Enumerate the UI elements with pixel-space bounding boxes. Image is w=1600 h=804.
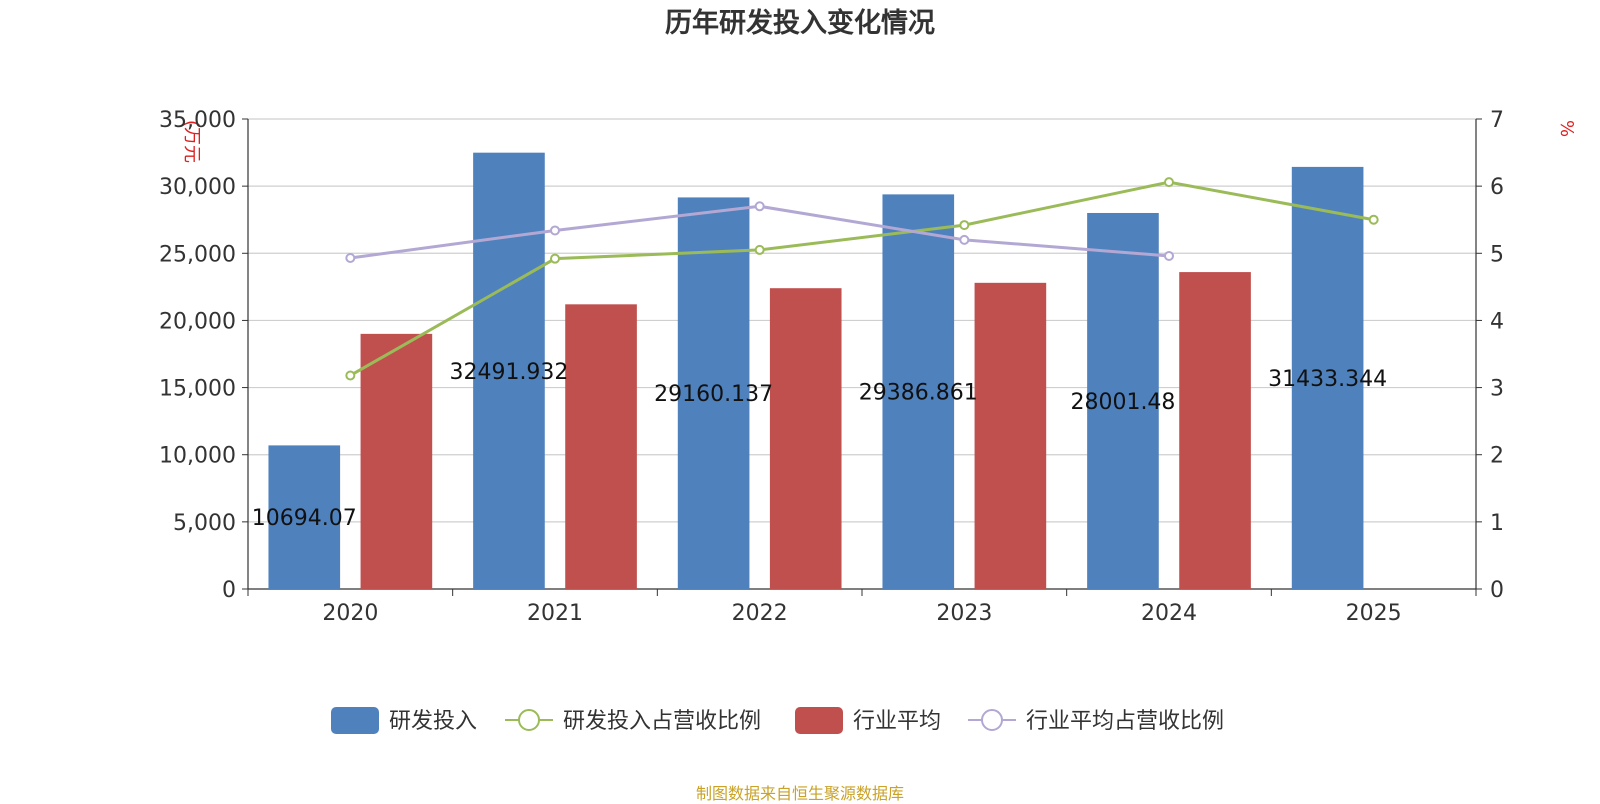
right-axis-tick-label: 1 (1490, 511, 1504, 536)
legend: 研发投入 研发投入占营收比例 行业平均 行业平均占营收比例 (331, 707, 1224, 734)
bar-industry-average (360, 333, 433, 589)
legend-item[interactable]: 研发投入占营收比例 (505, 709, 761, 734)
left-axis-tick-label: 35,000 (159, 108, 236, 133)
legend-label: 行业平均 (853, 709, 941, 734)
bar-data-label: 29160.137 (654, 382, 773, 407)
line-point (550, 225, 560, 236)
legend-swatch (331, 707, 379, 734)
x-axis-tick-label: 2020 (322, 601, 378, 626)
bar-rd-investment (473, 152, 545, 590)
bar-industry-average (769, 288, 842, 589)
left-axis-tick-label: 10,000 (159, 444, 236, 469)
line-point (1164, 250, 1174, 261)
grid-layer (248, 118, 1476, 523)
line-point (345, 252, 356, 263)
data-source-note: 制图数据来自恒生聚源数据库 (695, 784, 904, 803)
bar-industry-average (1179, 272, 1251, 589)
left-axis-unit-label: (万元 (181, 120, 202, 163)
left-axis-tick-label: 15,000 (159, 377, 236, 402)
legend-label: 研发投入 (389, 709, 477, 734)
bar-data-label: 10694.07 (252, 506, 357, 531)
axis-layer: 0 5,000 10,000 15,000 20,000 25,000 30,000 35,0… (159, 108, 1504, 626)
right-axis-tick-label: 0 (1490, 578, 1504, 603)
x-axis-tick-label: 2025 (1346, 601, 1402, 626)
bar-industry-average (974, 282, 1047, 589)
line-point (754, 244, 765, 255)
bar-data-label: 32491.932 (449, 360, 568, 385)
bar-rd-investment (1291, 166, 1364, 590)
line-point (1164, 177, 1174, 188)
right-axis-tick-label: 4 (1490, 309, 1504, 334)
bar-rd-investment (677, 197, 750, 589)
x-axis-tick-label: 2023 (936, 601, 992, 626)
data-label-layer: 10694.07 32491.932 29160.137 29386.861 28001… (252, 360, 1387, 531)
left-axis-tick-label: 20,000 (159, 309, 236, 334)
left-axis-tick-label: 30,000 (159, 175, 236, 200)
right-axis-tick-label: 2 (1490, 444, 1504, 469)
left-axis-tick-label: 25,000 (159, 242, 236, 267)
chart-title: 历年研发投入变化情况 (665, 7, 935, 39)
legend-label: 研发投入占营收比例 (563, 709, 761, 734)
bar-data-label: 29386.861 (859, 381, 978, 406)
x-axis-tick-label: 2022 (732, 601, 788, 626)
line-point (959, 234, 970, 245)
line-rd-ratio (349, 180, 1374, 377)
line-point (1368, 214, 1379, 225)
right-axis-tick-label: 7 (1490, 108, 1504, 133)
line-point (345, 370, 356, 381)
legend-item[interactable]: 研发投入 (331, 707, 477, 734)
bar-industry-average (565, 304, 637, 589)
legend-item[interactable]: 行业平均占营收比例 (968, 709, 1224, 734)
left-axis-tick-label: 0 (222, 578, 236, 603)
right-axis-tick-label: 3 (1490, 377, 1504, 402)
bar-data-label: 28001.48 (1070, 390, 1175, 415)
right-axis-unit-label: % (1556, 120, 1577, 137)
line-point (550, 253, 560, 264)
legend-swatch (795, 707, 843, 734)
bar-rd-investment (882, 194, 955, 589)
bar-data-label: 31433.344 (1268, 367, 1387, 392)
line-point (959, 220, 970, 231)
x-axis-tick-label: 2021 (527, 601, 583, 626)
right-axis-tick-label: 6 (1490, 175, 1504, 200)
bar-rd-investment (1087, 212, 1159, 589)
line-point (754, 201, 765, 212)
line-layer (345, 177, 1379, 381)
legend-label: 行业平均占营收比例 (1026, 709, 1224, 734)
legend-item[interactable]: 行业平均 (795, 707, 941, 734)
left-axis-tick-label: 5,000 (173, 511, 236, 536)
bar-layer (268, 152, 1364, 590)
legend-swatch-marker (981, 709, 1003, 731)
x-axis-tick-label: 2024 (1141, 601, 1197, 626)
bar-rd-investment (268, 445, 341, 589)
right-axis-tick-label: 5 (1490, 242, 1504, 267)
legend-swatch-marker (518, 709, 540, 731)
